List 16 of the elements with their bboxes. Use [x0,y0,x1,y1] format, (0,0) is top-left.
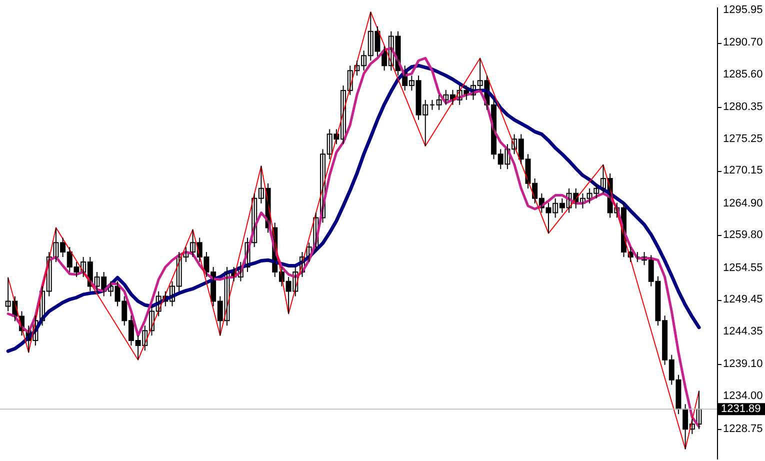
line-series [6,64,701,353]
y-tick-label: 1264.90 [723,197,763,210]
y-tick-label: 1228.75 [723,422,763,435]
y-tick-label: 1259.80 [723,229,763,242]
y-tick-label: 1275.25 [723,132,763,145]
y-tick-label: 1280.35 [723,101,763,114]
y-tick-label: 1290.70 [723,36,763,49]
y-tick-label: 1234.00 [723,390,763,402]
y-tick-label: 1254.55 [723,262,763,274]
y-tick-label: 1270.15 [723,164,763,177]
y-tick-label: 1239.10 [723,358,763,370]
ref-line-label: 1231.89 [721,403,761,416]
y-tick-label: 1285.60 [723,68,763,80]
y-tick-label: 1249.45 [723,294,763,306]
y-tick-label: 1244.35 [723,326,763,338]
y-tick-label: 1295.95 [723,4,763,16]
